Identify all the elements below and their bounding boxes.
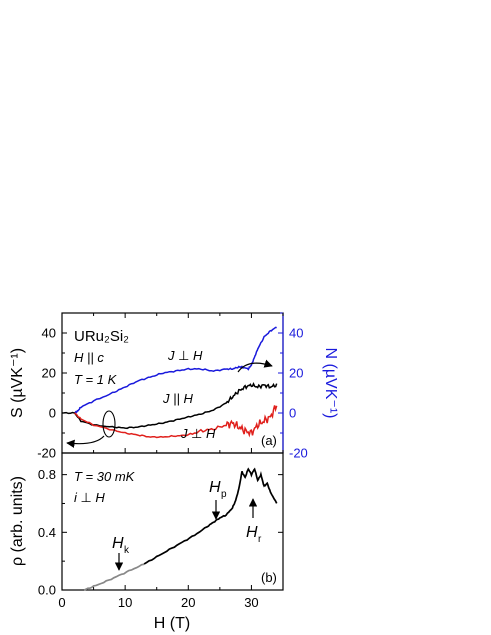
b-y-tick-label: 0.0 <box>38 583 56 598</box>
panel-b-series <box>83 467 278 591</box>
panel-a-label: (a) <box>261 433 277 448</box>
b-series-line-0 <box>83 563 145 591</box>
a-left-tick-label: -20 <box>37 446 56 461</box>
a-right-tick-label: -20 <box>289 446 308 461</box>
b-y-tick-label: 0.8 <box>38 467 56 482</box>
marker-hp-subscript: p <box>221 489 227 500</box>
panel-b-xlabel: H (T) <box>154 615 190 632</box>
panel-b-frame <box>61 452 284 591</box>
label-perp-bottom: J ⊥ H <box>180 426 216 441</box>
curve-selector-ellipse <box>102 410 116 438</box>
marker-hr-subscript: r <box>258 534 262 545</box>
panel-a-ylabel-text: S (µVK⁻¹) <box>9 348 26 418</box>
panel-b: 0.0 0.4 0.8 0 10 20 30 T = 30 mK i ⊥ H (b) H k… <box>9 452 284 632</box>
a-right-tick-label: 0 <box>289 406 296 421</box>
marker-hk: H k <box>112 535 130 571</box>
a-left-tick-label: 0 <box>49 406 56 421</box>
label-perp-top: J ⊥ H <box>167 348 203 363</box>
arrow-to-left-axis <box>66 435 105 448</box>
a-right-tick-label: 40 <box>289 326 303 341</box>
temperature-label-a: T = 1 K <box>74 372 118 387</box>
panel-b-ylabel: ρ (arb. units) <box>9 476 26 566</box>
a-left-tick-label: 20 <box>42 366 56 381</box>
panel-a-ylabel-right: N (µVK⁻¹) <box>322 348 339 419</box>
arrow-to-right-axis <box>237 359 273 373</box>
field-direction-label: H || c <box>74 350 104 365</box>
a-series-line-0 <box>74 326 277 414</box>
marker-hr-symbol: H <box>246 524 258 541</box>
marker-hp-symbol: H <box>209 479 221 496</box>
compound-label-text: URu₂Si₂ <box>74 328 129 345</box>
b-x-tick-label: 30 <box>244 595 258 610</box>
marker-hp: H p <box>209 479 227 520</box>
a-right-tick-label: 20 <box>289 366 303 381</box>
panel-a-ylabel-right-text: N (µVK⁻¹) <box>322 348 339 419</box>
b-x-tick-label: 10 <box>118 595 132 610</box>
temperature-label-b: T = 30 mK <box>74 469 136 484</box>
b-series-line-1 <box>143 467 278 565</box>
b-y-tick-label: 0.4 <box>38 525 56 540</box>
marker-hk-symbol: H <box>112 535 124 552</box>
panel-b-ticks: 0.0 0.4 0.8 0 10 20 30 <box>38 467 284 610</box>
label-parallel: J || H <box>162 391 193 406</box>
panel-b-ylabel-text: ρ (arb. units) <box>9 476 26 566</box>
a-left-tick-label: 40 <box>42 326 56 341</box>
compound-label: URu₂Si₂ <box>74 328 129 345</box>
panel-a-ylabel: S (µVK⁻¹) <box>9 348 26 418</box>
marker-hk-subscript: k <box>124 545 130 556</box>
b-x-tick-label: 0 <box>58 595 65 610</box>
b-x-tick-label: 20 <box>181 595 195 610</box>
marker-hr: H r <box>246 498 262 545</box>
a-series-line-2 <box>74 405 278 439</box>
panel-b-label: (b) <box>261 570 277 585</box>
current-direction-label: i ⊥ H <box>74 490 105 505</box>
